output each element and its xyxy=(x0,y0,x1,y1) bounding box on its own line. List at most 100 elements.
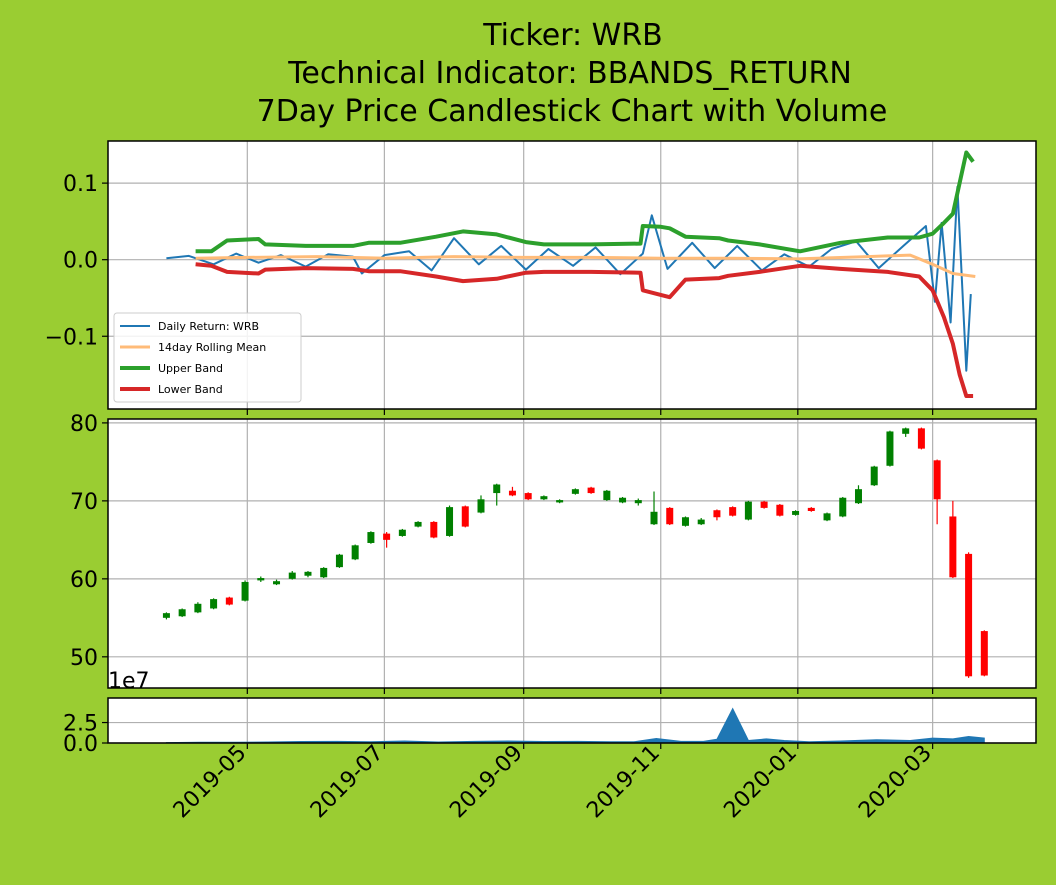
volume-ytick-label-1: 0.0 xyxy=(63,732,98,757)
candle-body-52 xyxy=(980,631,988,676)
candle-body-9 xyxy=(304,571,312,576)
candle-body-41 xyxy=(807,507,815,512)
candle-20 xyxy=(477,495,485,514)
candle-body-24 xyxy=(540,496,548,500)
indicator-ytick-label-2: −0.1 xyxy=(45,325,98,350)
candle-body-48 xyxy=(917,428,925,449)
candle-47 xyxy=(902,427,910,437)
candle-27 xyxy=(587,486,595,494)
candle-34 xyxy=(697,518,705,526)
candle-16 xyxy=(414,521,422,528)
candle-body-28 xyxy=(603,490,611,501)
candle-17 xyxy=(430,521,438,539)
candle-8 xyxy=(288,571,296,580)
candle-49 xyxy=(933,459,941,525)
candle-21 xyxy=(493,483,501,506)
volume-area xyxy=(165,707,985,744)
chart-title-line-1: Ticker: WRB xyxy=(482,18,663,53)
volume-scale-label: 1e7 xyxy=(108,669,150,694)
x-tick-label-0: 2019-05 xyxy=(169,741,252,824)
candle-13 xyxy=(367,531,375,544)
candle-body-47 xyxy=(902,428,910,434)
candle-4 xyxy=(225,596,233,606)
indicator-ytick-label-0: 0.1 xyxy=(63,172,98,197)
candle-body-8 xyxy=(288,572,296,579)
candle-10 xyxy=(320,567,328,579)
candle-body-21 xyxy=(493,484,501,494)
candle-body-45 xyxy=(870,466,878,486)
candle-body-5 xyxy=(241,581,249,601)
price-background xyxy=(108,419,1036,688)
candle-body-51 xyxy=(965,553,973,677)
candle-body-42 xyxy=(823,513,831,521)
candle-body-33 xyxy=(681,517,689,526)
candle-body-4 xyxy=(225,597,233,605)
candle-19 xyxy=(461,505,469,528)
legend-label-lower-band: Lower Band xyxy=(158,383,223,396)
candle-31 xyxy=(650,491,658,526)
legend-box xyxy=(113,312,302,403)
price-ytick-label-3: 50 xyxy=(70,646,98,671)
candle-23 xyxy=(524,492,532,501)
candle-body-49 xyxy=(933,460,941,500)
candle-11 xyxy=(335,553,343,568)
candle-body-36 xyxy=(729,507,737,516)
x-tick-label-1: 2019-07 xyxy=(306,741,389,824)
candle-body-43 xyxy=(839,497,847,517)
price-ytick-label-2: 60 xyxy=(70,568,98,593)
candle-body-30 xyxy=(634,500,642,504)
candle-body-22 xyxy=(508,490,516,496)
candle-3 xyxy=(210,598,218,610)
x-tick-label-2: 2019-09 xyxy=(445,741,528,824)
candle-body-29 xyxy=(619,497,627,503)
candle-body-25 xyxy=(556,500,564,503)
candle-2 xyxy=(194,602,202,614)
candle-body-39 xyxy=(776,504,784,516)
candle-46 xyxy=(886,430,894,467)
candle-body-3 xyxy=(210,599,218,609)
candle-body-34 xyxy=(697,519,705,525)
candle-41 xyxy=(807,507,815,512)
price-border xyxy=(107,418,1037,689)
x-tick-label-3: 2019-11 xyxy=(582,741,665,824)
candle-24 xyxy=(540,495,548,501)
candle-body-6 xyxy=(257,578,265,581)
candle-body-15 xyxy=(398,529,406,536)
legend: Daily Return: WRB 14day Rolling Mean Upper… xyxy=(113,312,302,403)
candle-body-46 xyxy=(886,431,894,466)
candle-body-19 xyxy=(461,506,469,527)
candle-9 xyxy=(304,571,312,578)
candle-body-1 xyxy=(178,609,186,617)
candle-body-13 xyxy=(367,532,375,543)
candle-26 xyxy=(571,488,579,495)
chart-title-line-2: Technical Indicator: BBANDS_RETURN xyxy=(287,56,852,91)
candle-7 xyxy=(273,579,281,586)
candle-body-16 xyxy=(414,521,422,527)
candle-body-27 xyxy=(587,487,595,494)
price-ytick-label-1: 70 xyxy=(70,490,98,515)
candle-body-14 xyxy=(383,533,391,540)
candle-36 xyxy=(729,506,737,517)
volume-panel: 2.50.0 1e7 xyxy=(63,669,1037,757)
candle-12 xyxy=(351,544,359,561)
candle-40 xyxy=(792,510,800,516)
candle-body-0 xyxy=(162,613,170,618)
candle-body-10 xyxy=(320,567,328,578)
candle-42 xyxy=(823,512,831,522)
chart-title-line-3: 7Day Price Candlestick Chart with Volume xyxy=(257,94,888,129)
legend-label-daily-return: Daily Return: WRB xyxy=(158,320,259,333)
candle-45 xyxy=(870,465,878,487)
candle-body-20 xyxy=(477,499,485,513)
price-ytick-label-0: 80 xyxy=(70,412,98,437)
candle-body-37 xyxy=(744,501,752,520)
candle-body-38 xyxy=(760,501,768,508)
candle-29 xyxy=(619,496,627,504)
candle-37 xyxy=(744,500,752,521)
candle-body-26 xyxy=(571,489,579,494)
candle-50 xyxy=(949,500,957,579)
legend-label-upper-band: Upper Band xyxy=(158,362,223,375)
candle-body-31 xyxy=(650,511,658,525)
candle-25 xyxy=(556,499,564,504)
candle-body-44 xyxy=(854,489,862,504)
x-tick-label-4: 2020-01 xyxy=(719,741,802,824)
